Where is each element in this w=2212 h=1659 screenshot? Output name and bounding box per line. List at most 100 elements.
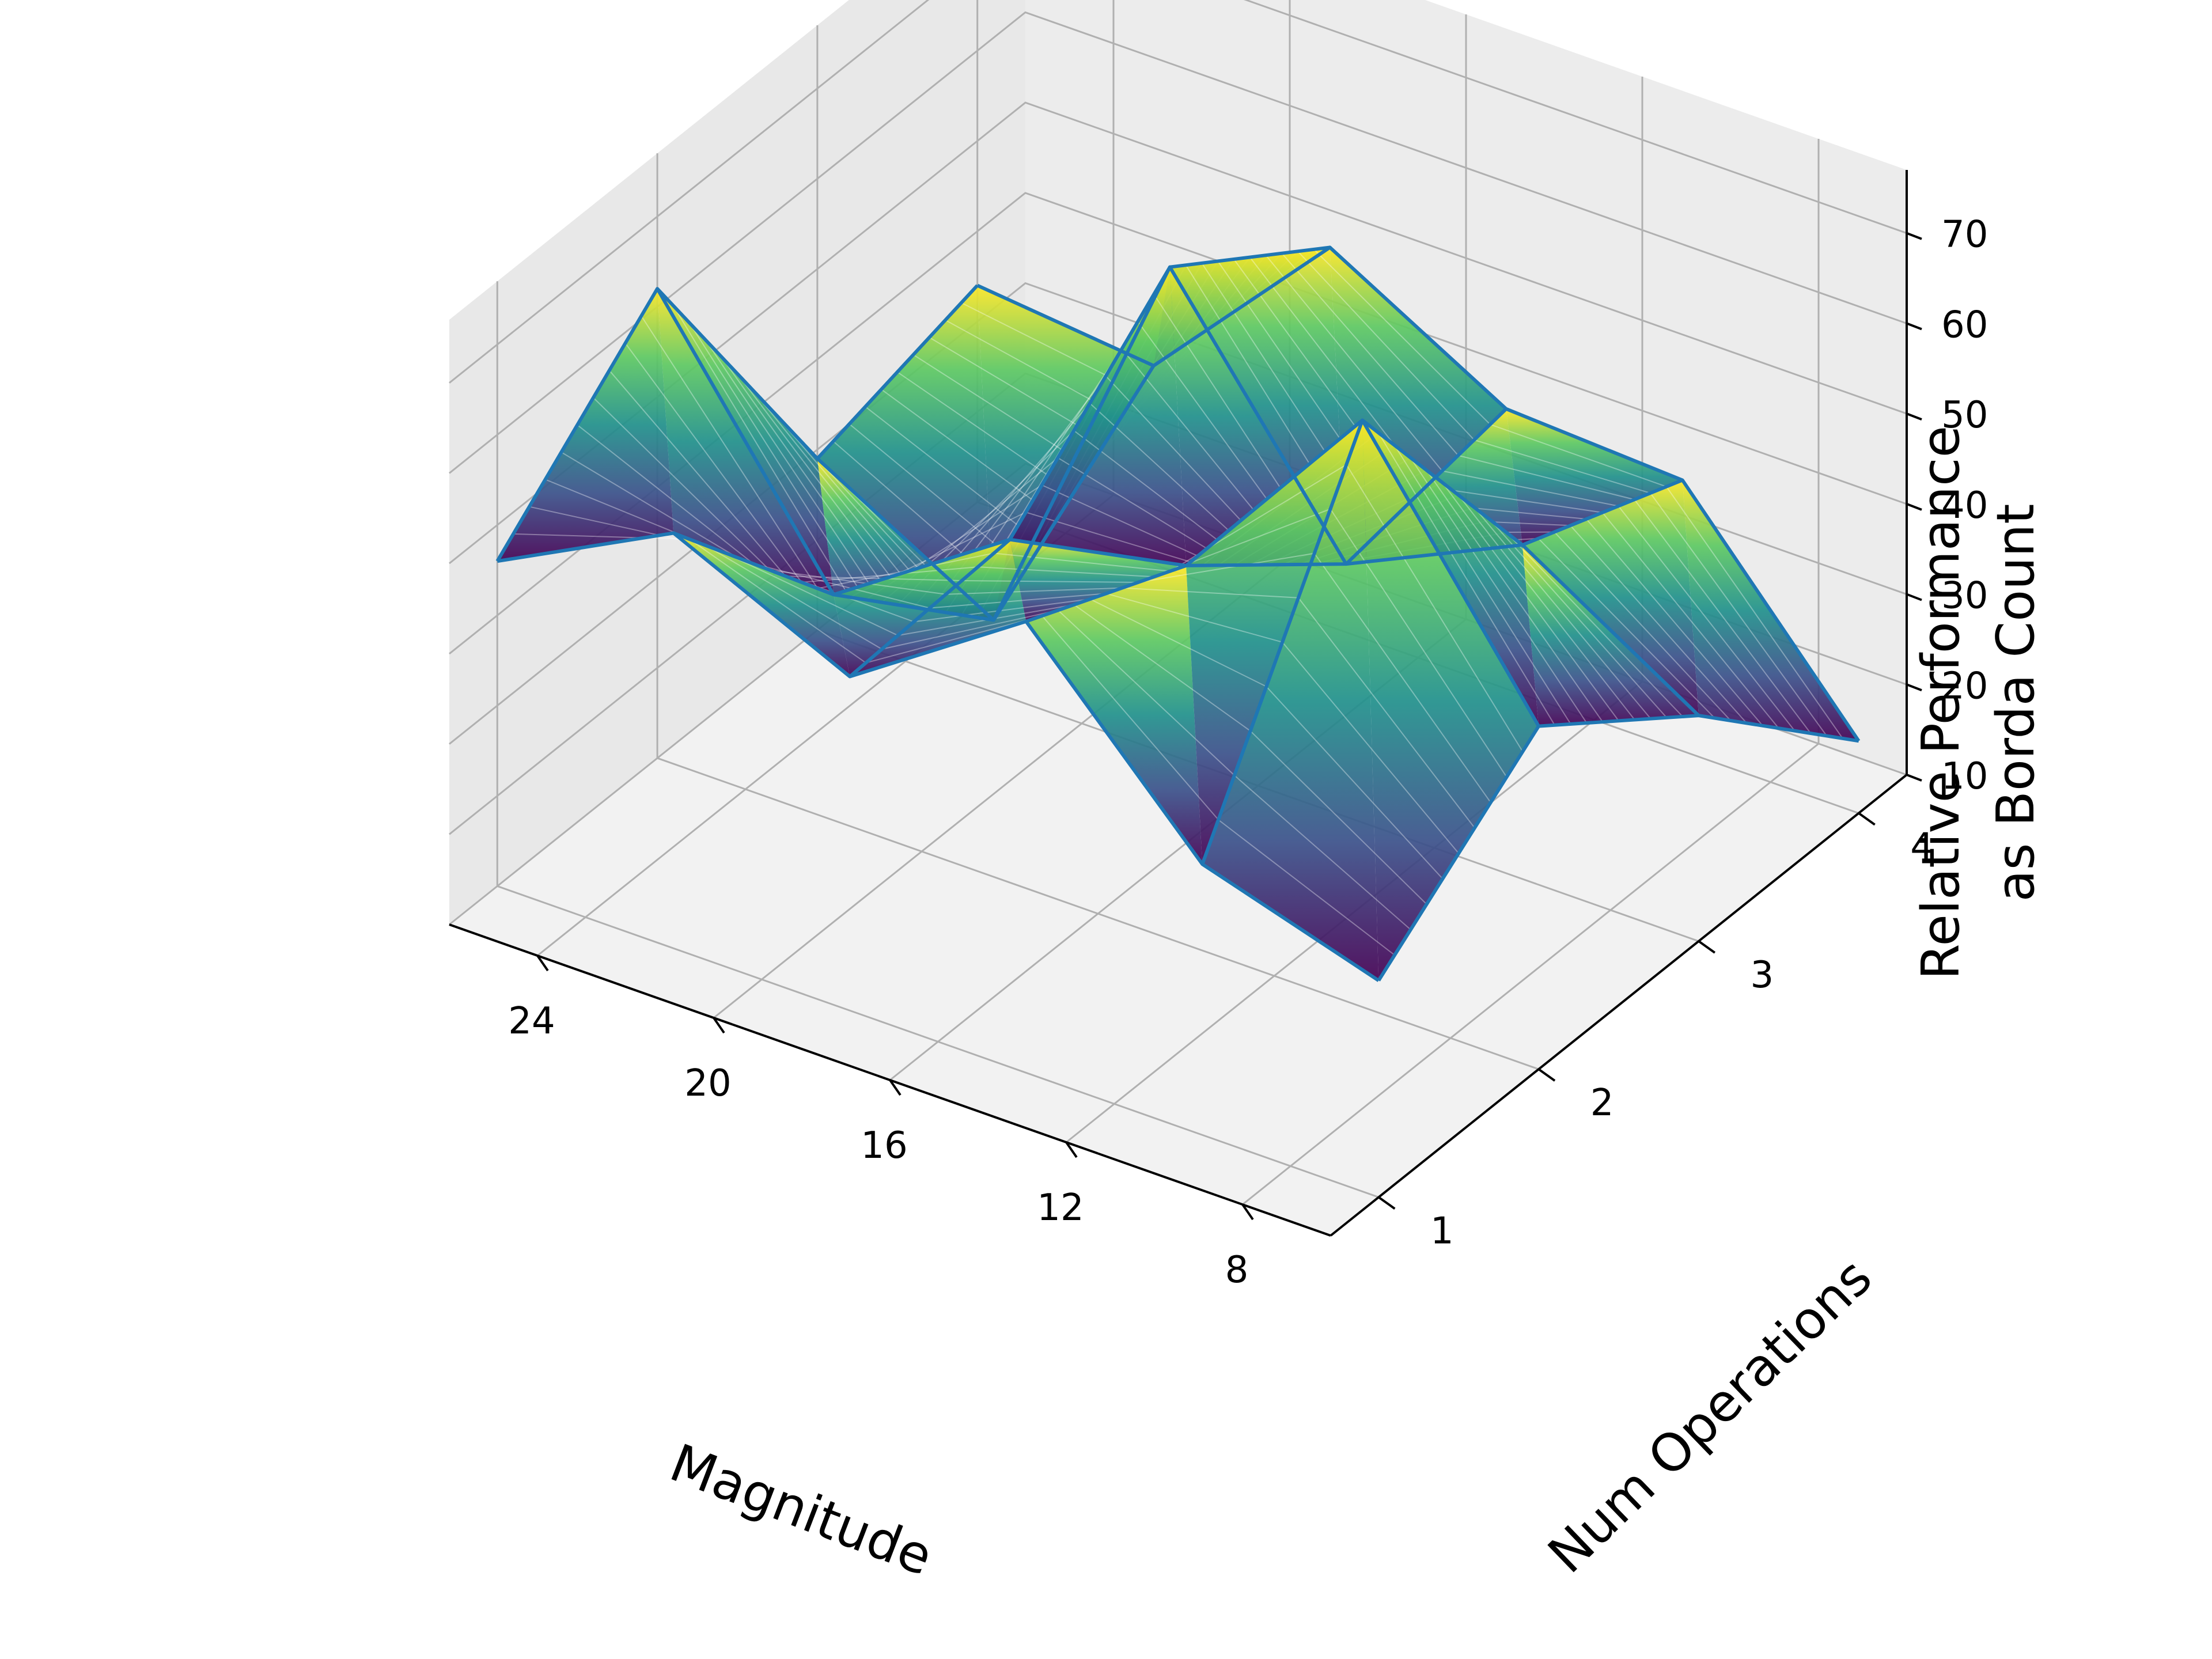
surface-hatch (1378, 432, 1555, 726)
y-tick-mark (1698, 940, 1716, 954)
z-tick-mark (1906, 232, 1922, 240)
x-tick-mark (1065, 1141, 1078, 1158)
z-tick-label: 20 (1941, 665, 1988, 707)
surface-hatch (785, 575, 962, 581)
surface-hatch (1586, 518, 1763, 726)
surface-hatch (1249, 730, 1427, 905)
surface-hatch (1410, 457, 1588, 724)
surface-hatch (1265, 255, 1443, 472)
surface-hatch (1537, 538, 1715, 719)
surface-hatch (1058, 609, 1235, 776)
x-tick-mark (1241, 1203, 1254, 1221)
surface-hatch (1634, 499, 1812, 734)
z-tick-label: 30 (1941, 575, 1988, 618)
surface-hatch (1618, 505, 1796, 732)
surface-hatch (513, 533, 690, 540)
surface-hatch (1474, 439, 1651, 494)
y-axis-label: Num Operations (1537, 1247, 1884, 1585)
surface-hatch (1298, 597, 1475, 828)
surface-hatch (1346, 464, 1524, 752)
surface-hatch (1570, 525, 1747, 724)
surface-hatch (705, 544, 882, 650)
z-axis-label-line-2: as Borda Count (1986, 503, 2046, 902)
surface-edge (1200, 418, 1683, 865)
surface-hatch (769, 569, 946, 595)
surface-hatch (1506, 532, 1683, 717)
surface-facet (817, 285, 994, 620)
surface-hatch (609, 370, 786, 577)
y-tick-label: 1 (1430, 1210, 1454, 1252)
x-tick-mark (536, 955, 549, 972)
surface-hatch (1313, 249, 1491, 425)
surface-hatch (1442, 482, 1619, 721)
surface-edge (816, 265, 1700, 717)
surface-hatch (1457, 494, 1635, 721)
surface-edge (673, 365, 1156, 622)
surface-hatch (1074, 604, 1251, 732)
surface-hatch (1281, 253, 1459, 456)
surface-hatch (689, 539, 866, 664)
y-tick-mark (1378, 1196, 1396, 1210)
surface-edge (1025, 407, 1508, 623)
surface-hatch (1266, 686, 1444, 880)
surface-facet (497, 289, 674, 562)
surface-hatch (1234, 775, 1411, 930)
surface-hatch (1602, 512, 1779, 729)
z-tick-mark (1906, 683, 1922, 692)
surface-hatch (704, 339, 882, 603)
surface-hatch (1218, 819, 1395, 956)
surface-hatch (737, 373, 914, 608)
surface-hatch (1122, 587, 1299, 599)
surface-hatch (914, 599, 1090, 623)
x-tick-mark (889, 1079, 902, 1096)
surface-hatch (865, 406, 1042, 544)
surface-facet (1202, 420, 1379, 981)
surface-hatch (1426, 469, 1604, 722)
surface-hatch (1458, 454, 1635, 501)
surface-hatch (961, 579, 1138, 583)
surface-hatch (801, 566, 978, 583)
surface-hatch (593, 397, 770, 571)
surface-hatch (624, 343, 802, 583)
axes-lines (449, 170, 1922, 1237)
surface-facet (850, 539, 1027, 677)
surface-hatch (1057, 457, 1234, 566)
z-tick-label: 70 (1941, 214, 1988, 256)
surface-edge (495, 284, 979, 562)
surface-hatch (945, 587, 1123, 595)
y-tick-label: 3 (1751, 954, 1774, 997)
x-tick-label: 20 (684, 1062, 731, 1105)
x-tick-mark (713, 1017, 725, 1034)
y-tick-label: 2 (1590, 1082, 1614, 1124)
x-axis-label: Magnitude (662, 1433, 941, 1588)
surface-hatch (978, 566, 1154, 578)
surface-hatch (1442, 470, 1619, 507)
surface-facet (1506, 408, 1683, 545)
surface-hatch (1105, 593, 1283, 643)
surface-hatch (1554, 531, 1732, 721)
z-tick-mark (1906, 774, 1922, 782)
surface-edge (849, 245, 1331, 678)
z-tick-label: 40 (1941, 484, 1988, 527)
surface-hatch (560, 452, 738, 559)
surface-hatch (1297, 251, 1475, 441)
surface-hatch (1138, 552, 1315, 583)
surface-hatch (688, 322, 866, 600)
surface-hatch (641, 315, 819, 589)
z-tick-mark (1906, 322, 1922, 331)
z-tick-label: 60 (1941, 304, 1988, 346)
surface-edge (1377, 714, 1859, 982)
surface-hatch (913, 354, 1090, 468)
x-tick-label: 24 (508, 1000, 555, 1043)
surface-edge (976, 245, 1861, 742)
surface-edge (656, 287, 1540, 728)
y-tick-mark (1537, 1068, 1556, 1082)
surface-hatch (1490, 423, 1667, 487)
surface-hatch (673, 305, 850, 598)
x-tick-label: 8 (1225, 1249, 1249, 1291)
z-tick-mark (1906, 593, 1922, 601)
surface-facet (1522, 545, 1699, 726)
x-tick-label: 12 (1037, 1187, 1084, 1229)
